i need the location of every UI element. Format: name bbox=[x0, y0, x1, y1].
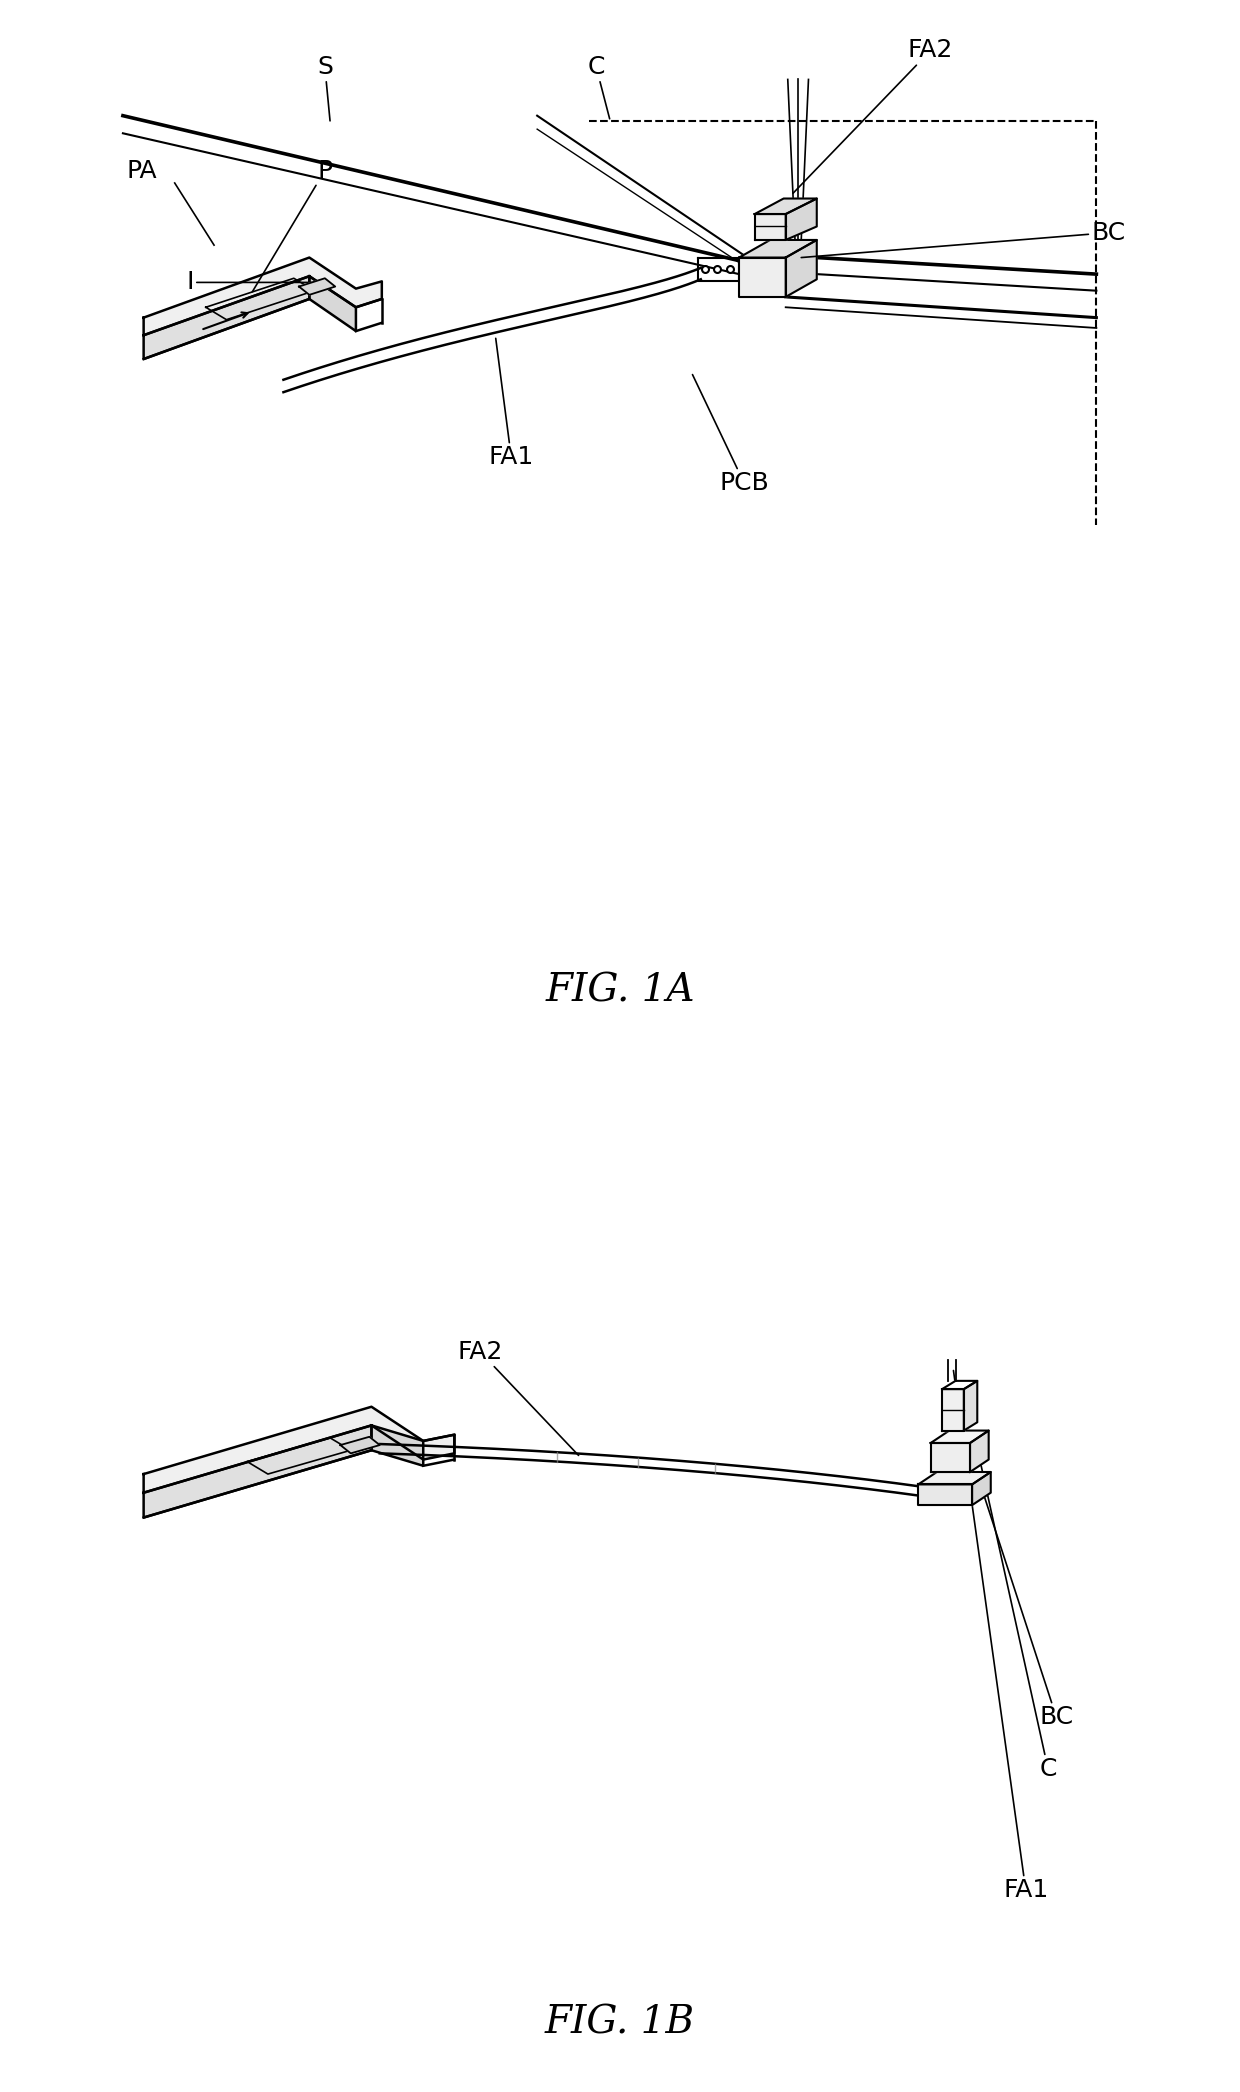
Text: C: C bbox=[588, 54, 610, 119]
Text: FA1: FA1 bbox=[954, 1370, 1048, 1902]
Polygon shape bbox=[786, 241, 817, 297]
Polygon shape bbox=[970, 1431, 988, 1473]
Polygon shape bbox=[144, 276, 309, 360]
Text: BC: BC bbox=[981, 1485, 1074, 1730]
Text: FIG. 1B: FIG. 1B bbox=[544, 2004, 696, 2042]
Polygon shape bbox=[309, 276, 356, 331]
Polygon shape bbox=[372, 1425, 423, 1466]
Polygon shape bbox=[919, 1485, 972, 1504]
Polygon shape bbox=[942, 1389, 963, 1431]
Text: FA2: FA2 bbox=[792, 38, 954, 192]
Text: C: C bbox=[977, 1448, 1056, 1780]
Text: S: S bbox=[317, 54, 332, 121]
Polygon shape bbox=[341, 1437, 379, 1454]
Text: FA2: FA2 bbox=[458, 1339, 579, 1456]
Polygon shape bbox=[931, 1443, 970, 1473]
Polygon shape bbox=[786, 199, 817, 241]
Text: P: P bbox=[253, 159, 332, 291]
Polygon shape bbox=[755, 199, 817, 213]
Polygon shape bbox=[931, 1431, 988, 1443]
Polygon shape bbox=[144, 1425, 372, 1517]
Polygon shape bbox=[299, 278, 335, 295]
Polygon shape bbox=[144, 257, 382, 335]
Polygon shape bbox=[144, 1406, 454, 1494]
Polygon shape bbox=[755, 213, 786, 241]
Text: FA1: FA1 bbox=[489, 339, 534, 469]
Polygon shape bbox=[739, 257, 786, 297]
Text: PCB: PCB bbox=[692, 374, 769, 496]
Polygon shape bbox=[942, 1381, 977, 1389]
Text: PA: PA bbox=[126, 159, 157, 182]
Polygon shape bbox=[739, 241, 817, 257]
Polygon shape bbox=[919, 1473, 991, 1485]
Polygon shape bbox=[963, 1381, 977, 1431]
Text: FIG. 1A: FIG. 1A bbox=[546, 973, 694, 1008]
Text: BC: BC bbox=[801, 220, 1126, 257]
Polygon shape bbox=[972, 1473, 991, 1504]
Text: I: I bbox=[186, 270, 320, 295]
